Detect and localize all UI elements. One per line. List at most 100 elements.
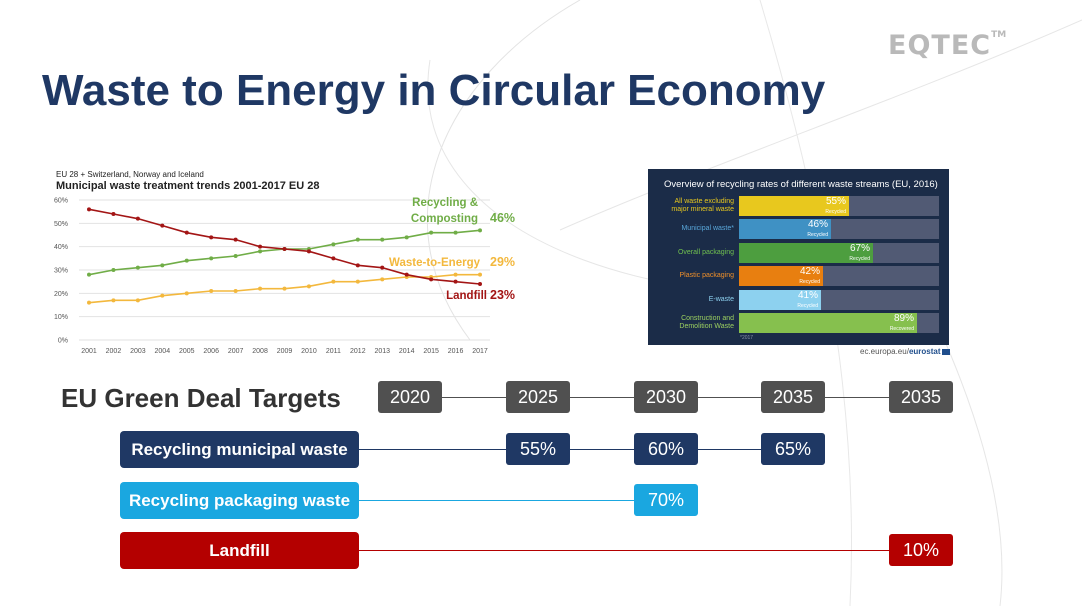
- recycling-bar-row: E-waste 41% Recycled: [648, 290, 949, 310]
- bar-value-label: 42%: [799, 266, 820, 277]
- bar-fill: 55% Recycled: [739, 196, 849, 216]
- recycling-panel-title: Overview of recycling rates of different…: [664, 179, 938, 190]
- data-point: [478, 272, 482, 277]
- x-tick-label: 2004: [155, 348, 171, 355]
- data-point: [135, 298, 140, 303]
- x-tick-label: 2011: [326, 348, 341, 355]
- bar-tag: Recycled: [849, 256, 870, 262]
- bar-tag: Recycled: [825, 209, 846, 215]
- recycling-bar-row: Construction and Demolition Waste 89% Recov…: [648, 313, 949, 333]
- data-point: [111, 298, 116, 303]
- source-brand: eurostat: [908, 347, 941, 356]
- x-tick-label: 2007: [228, 348, 244, 355]
- bar-value-label: 67%: [849, 243, 870, 254]
- data-point: [282, 286, 287, 291]
- bar-fill: 89% Recovered: [739, 313, 917, 333]
- x-tick-label: 2015: [423, 348, 439, 355]
- x-tick-label: 2002: [106, 348, 122, 355]
- data-point: [233, 237, 238, 242]
- data-point: [160, 293, 165, 298]
- data-point: [355, 263, 360, 268]
- data-point: [135, 265, 140, 270]
- trademark-mark: TM: [991, 30, 1007, 40]
- target-value-box: 55%: [506, 433, 570, 465]
- bar-value-label: 41%: [797, 290, 818, 301]
- bar-track: 67% Recycled: [739, 243, 939, 263]
- target-row-label: Recycling municipal waste: [120, 431, 359, 468]
- year-box: 2035: [761, 381, 825, 413]
- target-row-label: Landfill: [120, 532, 359, 569]
- data-point: [306, 284, 311, 289]
- slide-title: Waste to Energy in Circular Economy: [42, 66, 826, 115]
- year-box: 2020: [378, 381, 442, 413]
- bar-fill: 46% Recycled: [739, 219, 831, 239]
- recycling-rates-panel: Overview of recycling rates of different…: [648, 169, 949, 345]
- bar-tag: Recycled: [807, 232, 828, 238]
- data-point: [111, 212, 116, 216]
- bar-tag: Recycled: [797, 303, 818, 309]
- data-point: [258, 244, 263, 249]
- bar-fill: 41% Recycled: [739, 290, 821, 310]
- eqtec-logo: EQTECTM: [888, 30, 1006, 61]
- data-point: [87, 300, 91, 305]
- data-point: [453, 279, 458, 284]
- y-tick-label: 0%: [58, 338, 68, 345]
- bar-value-label: 89%: [893, 313, 914, 324]
- y-tick-label: 40%: [54, 244, 68, 251]
- data-point: [404, 272, 409, 277]
- data-point: [429, 230, 434, 235]
- recycling-bar-row: Overall packaging 67% Recycled: [648, 243, 949, 263]
- y-tick-label: 30%: [54, 268, 68, 275]
- data-point: [258, 286, 263, 291]
- data-point: [209, 256, 214, 261]
- bar-label: Municipal waste*: [681, 225, 734, 232]
- data-point: [380, 265, 385, 270]
- data-point: [478, 282, 482, 286]
- bar-track: 46% Recycled: [739, 219, 939, 239]
- bar-tag: Recovered: [889, 326, 914, 332]
- bar-label: All waste excluding major mineral waste: [671, 198, 734, 213]
- data-point: [355, 237, 360, 242]
- data-point: [331, 242, 336, 247]
- bar-fill: 42% Recycled: [739, 266, 823, 286]
- x-tick-label: 2012: [350, 348, 366, 355]
- x-tick-label: 2017: [472, 348, 488, 355]
- bar-track: 55% Recycled: [739, 196, 939, 216]
- data-point: [282, 247, 287, 251]
- data-point: [135, 216, 140, 221]
- bar-label: Construction and Demolition Waste: [679, 315, 734, 330]
- x-tick-label: 2005: [179, 348, 195, 355]
- series-name-label: Composting: [411, 213, 478, 225]
- data-point: [87, 207, 91, 212]
- bar-label: Plastic packaging: [679, 272, 734, 279]
- series-end-value: 46%: [490, 211, 515, 225]
- x-tick-label: 2001: [81, 348, 97, 355]
- data-point: [184, 258, 189, 263]
- year-box: 2025: [506, 381, 570, 413]
- target-value-box: 60%: [634, 433, 698, 465]
- x-tick-label: 2008: [252, 348, 268, 355]
- data-point: [380, 237, 385, 242]
- x-tick-label: 2009: [277, 348, 293, 355]
- x-tick-label: 2010: [301, 348, 317, 355]
- bar-track: 41% Recycled: [739, 290, 939, 310]
- data-point: [331, 279, 336, 284]
- x-tick-label: 2003: [130, 348, 146, 355]
- x-tick-label: 2016: [448, 348, 464, 355]
- y-tick-label: 50%: [54, 221, 68, 228]
- bar-tag: Recycled: [799, 279, 820, 285]
- target-value-box: 70%: [634, 484, 698, 516]
- year-box: 2030: [634, 381, 698, 413]
- source-prefix: ec.europa.eu/: [860, 347, 909, 356]
- x-tick-label: 2006: [203, 348, 219, 355]
- recycling-bar-row: Plastic packaging 42% Recycled: [648, 266, 949, 286]
- series-end-value: 29%: [490, 255, 515, 269]
- target-connector-line: [359, 550, 889, 551]
- y-tick-label: 20%: [54, 291, 68, 298]
- data-point: [404, 235, 409, 240]
- data-point: [233, 254, 238, 258]
- data-point: [258, 249, 263, 254]
- data-point: [184, 230, 189, 235]
- panel-footnote: *2017: [740, 335, 754, 341]
